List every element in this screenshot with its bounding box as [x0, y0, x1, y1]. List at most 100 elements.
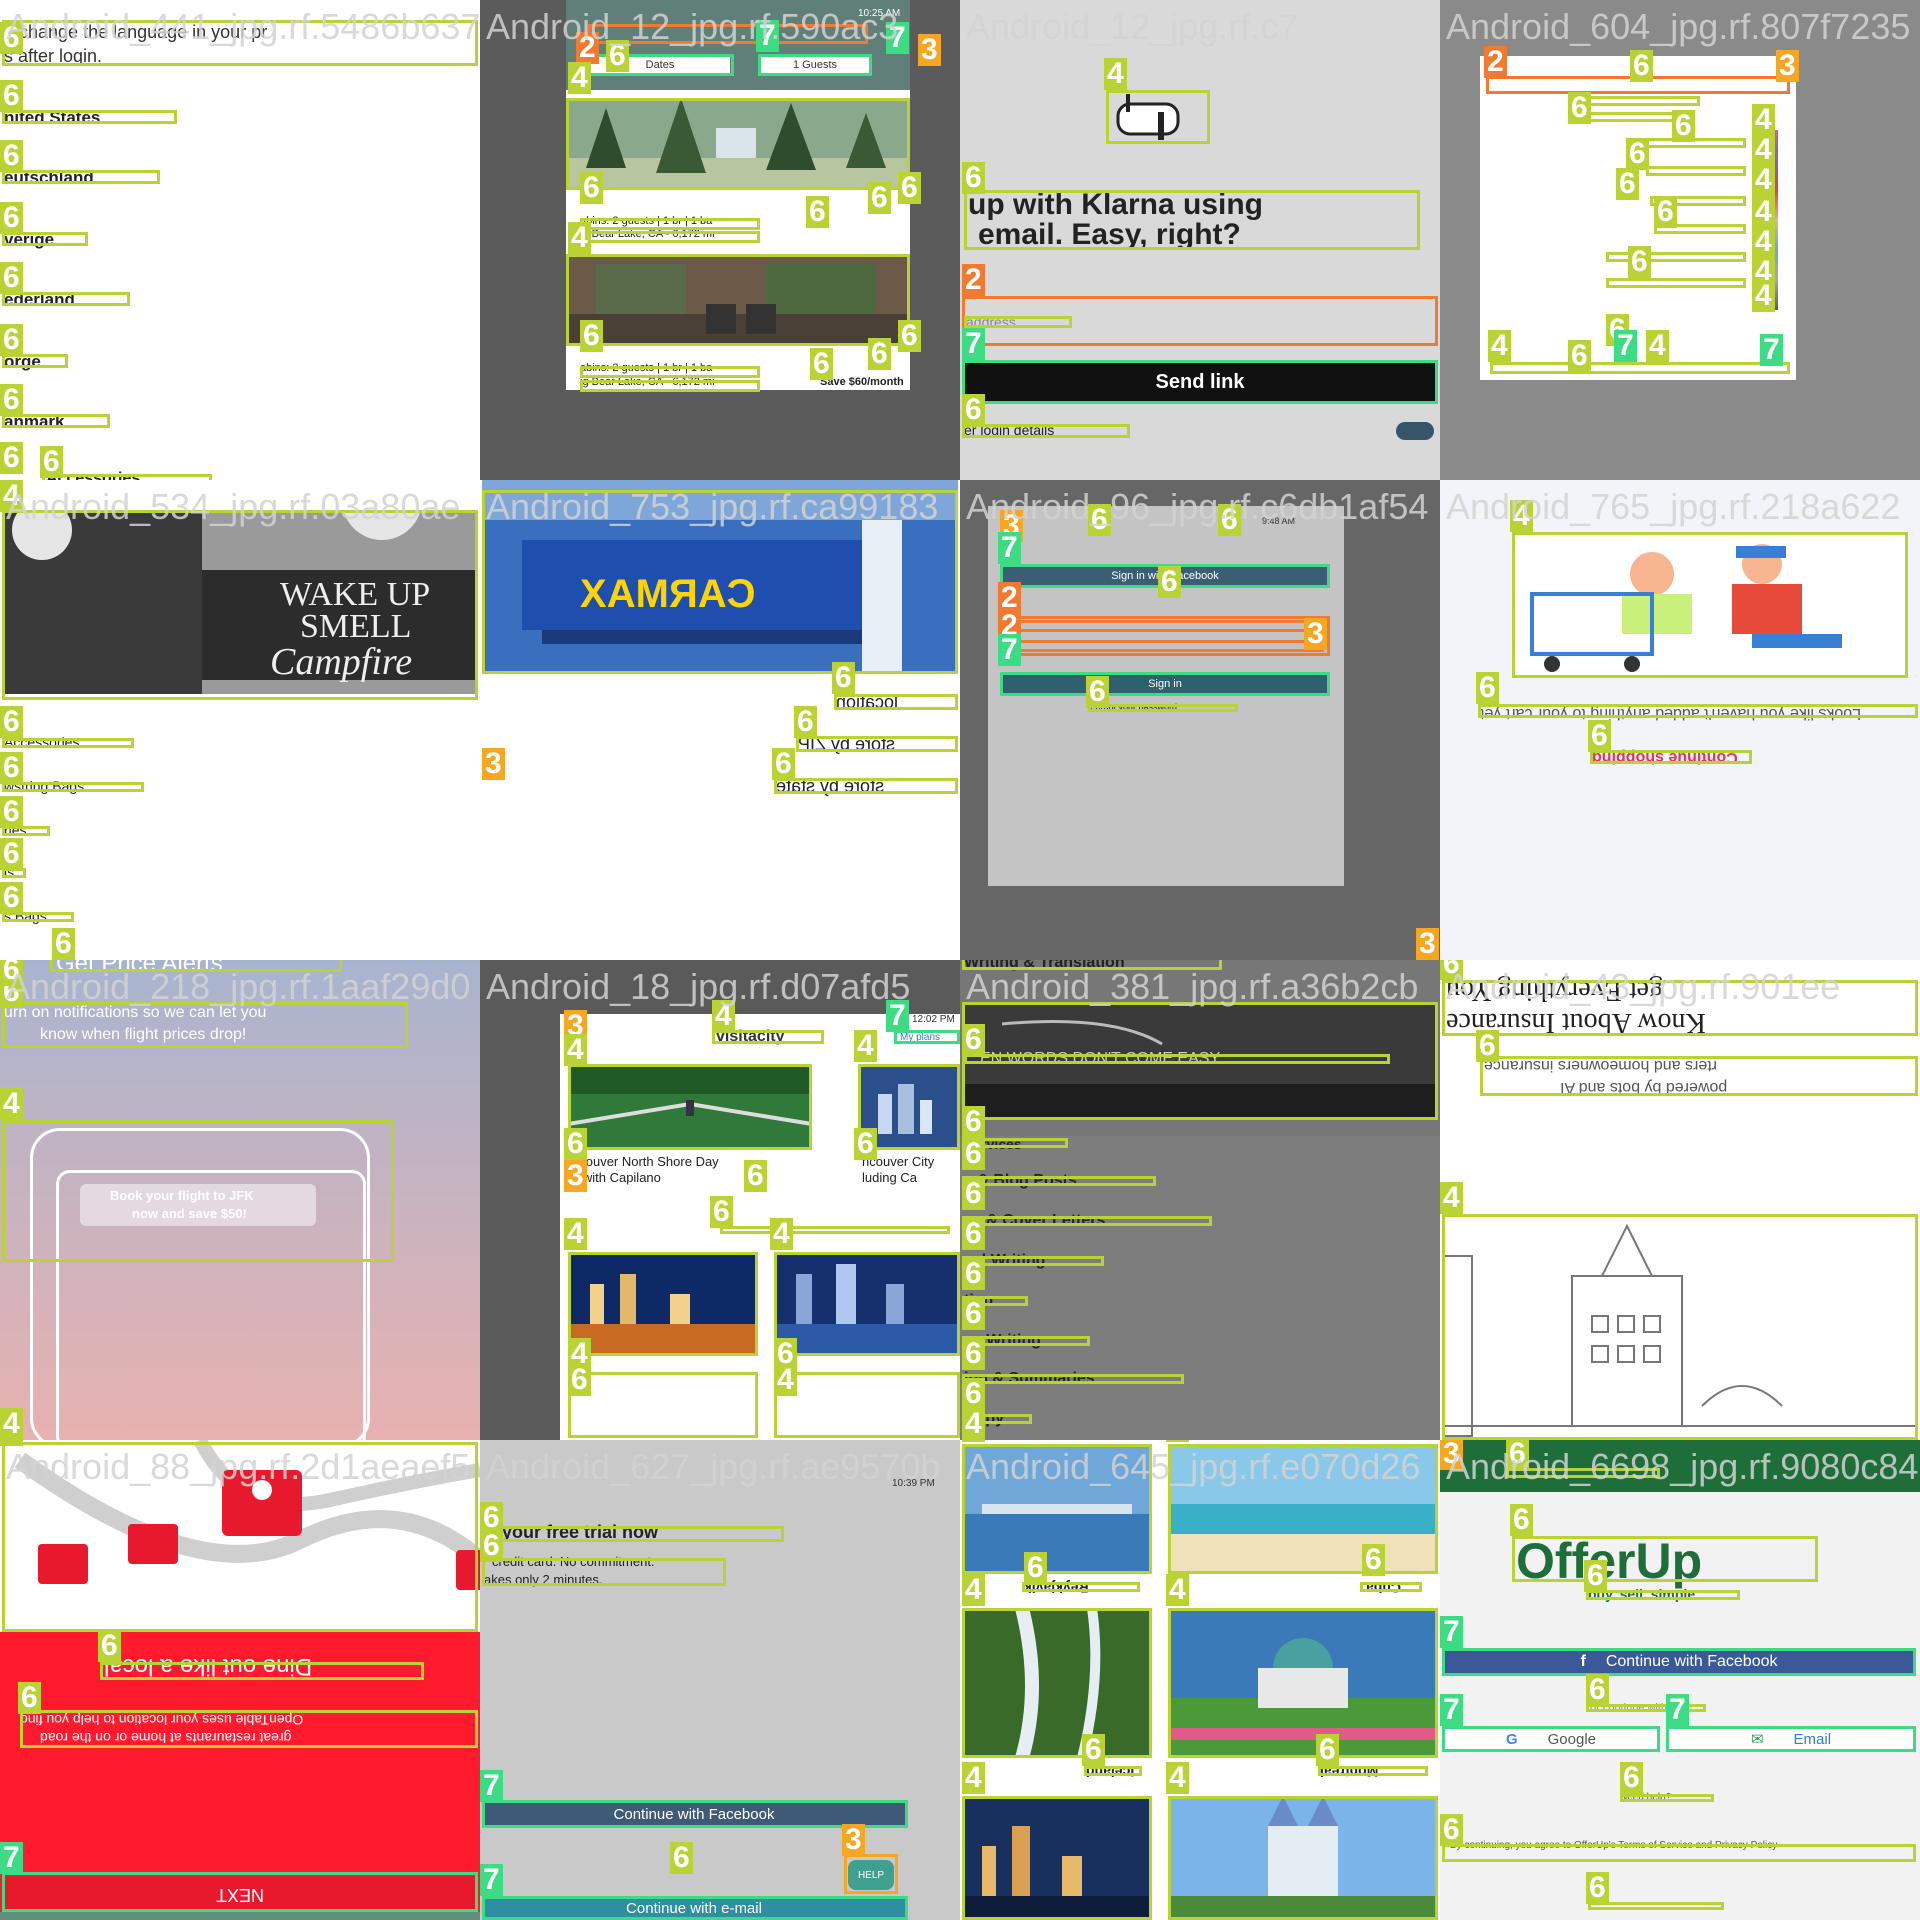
mailbox-icon [1116, 94, 1180, 140]
annotation-label: 7 [998, 532, 1021, 564]
bottom-bar [0, 1912, 480, 1920]
annotation-box [1650, 196, 1746, 206]
annotation-box [1606, 252, 1746, 262]
annotation-box [566, 254, 910, 346]
castle-photo[interactable] [1168, 1796, 1438, 1920]
annotation-label: 4 [1166, 1440, 1189, 1442]
annotation-label: 6 [564, 1128, 587, 1160]
annotation-label: 6 [962, 1298, 985, 1330]
annotation-label: 6 [1440, 1814, 1463, 1846]
facebook-button[interactable]: f Continue with Facebook [1444, 1650, 1914, 1674]
annotation-box [964, 190, 1420, 250]
annotation-box [1442, 980, 1918, 1036]
tour-title: luding Ca [862, 1170, 917, 1185]
annotation-box [2, 110, 177, 124]
annotation-label: 4 [564, 1034, 587, 1066]
annotation-box [962, 960, 1222, 970]
email-field[interactable] [962, 296, 1438, 346]
annotation-label: 6 [1584, 1560, 1607, 1592]
annotation-box [2, 912, 74, 922]
annotation-box [2, 1120, 394, 1262]
google-icon: G [1505, 1730, 1518, 1748]
annotation-label: 7 [1440, 1694, 1463, 1726]
annotation-label: 6 [0, 202, 23, 234]
annotation-box [580, 231, 760, 243]
annotation-label: 6 [1630, 50, 1653, 82]
tile-sign-in: Android_96_jpg.rf.c6db1af54 9:48 AM Sign… [960, 480, 1440, 960]
annotation-box [962, 1374, 1184, 1384]
annotation-box [1654, 224, 1746, 234]
annotation-box [482, 1800, 908, 1828]
annotation-label: 3 [842, 1824, 865, 1856]
annotation-label: 3 [482, 748, 505, 780]
notification-card [80, 1184, 316, 1226]
oratory-photo[interactable] [1168, 1608, 1438, 1758]
guests-button[interactable]: 1 Guests [760, 56, 870, 74]
annotation-box [20, 1710, 478, 1748]
carmax-sign-photo[interactable] [482, 480, 958, 672]
annotation-label: 4 [1646, 330, 1669, 362]
my-plans-link[interactable]: My plans [900, 1032, 941, 1043]
annotation-label: 4 [712, 1000, 735, 1032]
annotation-label: 6 [962, 1218, 985, 1250]
forgot-password-link[interactable]: Forgot your password [1090, 702, 1178, 712]
bag-photo[interactable] [2, 510, 478, 694]
annotation-box [1168, 1796, 1438, 1920]
email-button[interactable]: Continue with e-mail [482, 1898, 906, 1918]
annotation-label: 4 [962, 1408, 985, 1440]
annotation-box [1442, 1726, 1660, 1752]
annotation-box [2, 738, 134, 748]
annotation-label: 6 [1362, 1544, 1385, 1576]
toggle-switch[interactable] [1396, 422, 1434, 440]
annotation-label: 4 [568, 222, 591, 254]
tile-writing-services: Android_381_jpg.rf.a36b2cb Writing & Tra… [960, 960, 1440, 1440]
help-link[interactable]: Need help? [1620, 1792, 1672, 1803]
tile-visitacity: Android_18_jpg.rf.d07afd5 12:02 PM visit… [480, 960, 960, 1440]
annotation-label: 7 [998, 634, 1021, 666]
email-button[interactable]: ✉ Email [1668, 1728, 1914, 1750]
annotation-label: 4 [0, 1088, 23, 1120]
map-illustration [0, 1440, 480, 1632]
cabin-photo-1[interactable] [566, 98, 910, 190]
annotation-box [1360, 1582, 1422, 1592]
tile-insurance: Android_43_jpg.rf.901ee get Everything Y… [1440, 960, 1920, 1440]
night-city-photo[interactable] [962, 1796, 1152, 1920]
destination-photo[interactable] [962, 1444, 1152, 1574]
facebook-button[interactable]: Continue with Facebook [482, 1802, 906, 1826]
send-link-button[interactable]: Send link [964, 362, 1436, 402]
annotation-label: 4 [1510, 500, 1533, 532]
phone-screen [1480, 56, 1796, 380]
cabin-photo-2[interactable] [566, 254, 910, 346]
annotation-box [1442, 1844, 1916, 1862]
city-night-photo-1[interactable] [570, 1254, 756, 1354]
forest-bridge-photo[interactable] [568, 1064, 812, 1148]
annotation-box [2, 1442, 478, 1632]
tile-empty-cart: Android_765_jpg.rf.218a622 4 Looks like … [1440, 480, 1920, 960]
next-button[interactable]: NEXT [2, 1876, 478, 1912]
vancouver-photo[interactable] [858, 1064, 960, 1148]
annotation-label: 6 [568, 1364, 591, 1396]
annotation-box [962, 1444, 1152, 1574]
status-time: 10:39 PM [892, 1478, 935, 1489]
city-night-photo-2[interactable] [776, 1254, 960, 1354]
annotation-box [482, 1896, 908, 1920]
facebook-icon: f [1580, 1653, 1586, 1670]
annotation-label: 4 [564, 1218, 587, 1250]
annotation-box [2, 232, 88, 246]
annotation-label: 6 [1086, 676, 1109, 708]
help-button[interactable]: HELP [848, 1860, 894, 1890]
beach-photo[interactable] [1168, 1444, 1438, 1574]
google-button[interactable]: G Google [1444, 1728, 1658, 1750]
annotation-box [796, 736, 958, 752]
annotation-label: 6 [1616, 168, 1639, 200]
tile-cabin-listings: Android_12_jpg.rf.590ac3 10:25 AM Dates … [480, 0, 960, 480]
annotation-label: 6 [772, 748, 795, 780]
tile-price-alerts: Android_218_jpg.rf.1aaf29d0 Get Price Al… [0, 960, 480, 1440]
annotation-label: 6 [832, 662, 855, 694]
annotation-label: 6 [1620, 1762, 1643, 1794]
list-item[interactable]: ls [4, 864, 15, 880]
annotation-label: 7 [756, 20, 779, 52]
sign-in-button[interactable]: Sign in [1002, 674, 1328, 694]
annotation-label: 6 [606, 40, 629, 72]
annotation-box [964, 1054, 1390, 1064]
